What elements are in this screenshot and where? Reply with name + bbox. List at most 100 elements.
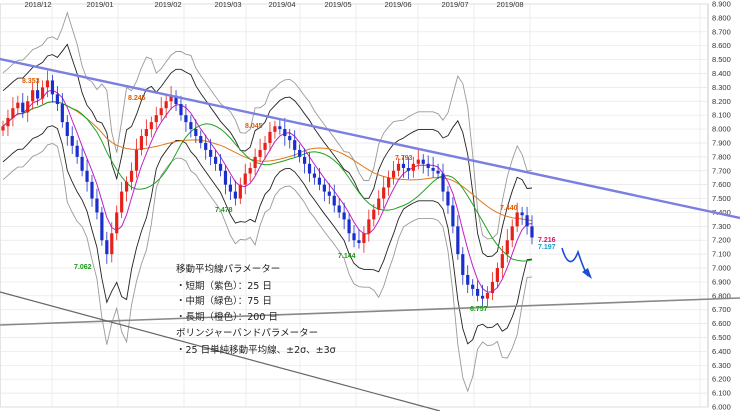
candle-body [238, 184, 242, 199]
candle-body [16, 102, 20, 109]
candle-body [372, 209, 376, 220]
candle-body [50, 80, 55, 95]
candle-body [253, 156, 257, 168]
candle-body [530, 226, 534, 238]
forecast-arrow [561, 247, 592, 279]
candle-body [60, 104, 64, 123]
y-tick-label: 6.400 [712, 347, 731, 356]
y-tick-label: 8.300 [712, 83, 731, 92]
bb-minus3 [2, 143, 533, 393]
candle-body [218, 163, 223, 171]
y-tick-label: 6.500 [712, 333, 731, 342]
candle-body [436, 170, 440, 174]
y-tick-label: 6.000 [712, 403, 731, 411]
x-tick-label: 2019/02 [154, 0, 181, 9]
price-annotation: 8.353 [22, 78, 40, 85]
candle-body [248, 167, 252, 174]
candle-body [80, 156, 84, 171]
y-tick-label: 6.700 [712, 305, 731, 314]
candle-body [461, 254, 465, 275]
candle-body [268, 131, 272, 143]
candle-body [36, 90, 40, 99]
candle-body [367, 219, 371, 234]
candle-body [466, 274, 470, 285]
x-axis: 2018/12 2019/01 2019/02 2019/03 2019/04 2019/… [24, 0, 523, 9]
candle-body [184, 115, 188, 123]
y-tick-label: 8.400 [712, 69, 731, 78]
candle-body [332, 195, 336, 206]
candle-body [431, 167, 435, 171]
last-price-label: 7.216 [538, 237, 556, 244]
legend-mid: ・中期（緑色）：75 日 [176, 295, 272, 307]
y-tick-label: 6.200 [712, 375, 731, 384]
candle-body [40, 87, 45, 99]
candle-body [476, 288, 480, 296]
candle-body [194, 129, 198, 137]
legend-bb: ・25 日単純移動平均線、±2σ、±3σ [176, 344, 336, 356]
candle-body [357, 240, 361, 244]
candle-body [396, 163, 401, 171]
y-tick-label: 7.200 [712, 236, 731, 245]
candle-body [288, 136, 292, 141]
plot-frame [0, 3, 709, 408]
candle-body [520, 212, 524, 216]
candle-body [426, 163, 430, 168]
candle-body [485, 293, 490, 299]
y-tick-label: 7.700 [712, 166, 731, 175]
price-annotation: 8.045 [245, 123, 263, 130]
candle-body [342, 212, 346, 220]
price-annotation: 7.144 [338, 253, 356, 260]
candle-body [416, 159, 420, 164]
y-tick-label: 7.800 [712, 152, 731, 161]
candle-body [500, 254, 504, 269]
candle-body [144, 129, 148, 137]
candle-body [382, 187, 386, 199]
candle-body [105, 240, 109, 255]
candle-body [505, 240, 509, 255]
y-tick-label: 7.600 [712, 180, 731, 189]
y-tick-label: 7.400 [712, 208, 731, 217]
candle-body [263, 142, 267, 150]
candle-body [278, 126, 282, 130]
y-tick-label: 8.800 [712, 13, 731, 22]
y-tick-label: 8.600 [712, 41, 731, 50]
candle-body [139, 136, 144, 150]
x-tick-label: 2019/05 [324, 0, 351, 9]
candle-body [199, 136, 203, 143]
candle-body [11, 108, 15, 118]
last-price-label-2: 7.197 [538, 244, 556, 251]
candle-body [307, 163, 312, 174]
y-tick-label: 7.900 [712, 138, 731, 147]
candle-body [209, 149, 213, 157]
candle-body [515, 212, 519, 227]
candle-body [451, 205, 455, 227]
x-tick-label: 2018/12 [24, 0, 51, 9]
candle-body [100, 212, 104, 241]
x-tick-label: 2019/08 [496, 0, 523, 9]
bb-plus3 [2, 11, 533, 240]
trend-lines [0, 57, 740, 411]
candle-body [164, 101, 168, 109]
candle-body [362, 233, 366, 244]
legend-short: ・短期（紫色）：25 日 [176, 280, 272, 292]
y-tick-label: 6.100 [712, 389, 731, 398]
candle-body [495, 268, 499, 282]
grid-lines [0, 3, 709, 408]
candle-body [441, 173, 445, 192]
y-tick-label: 7.500 [712, 194, 731, 203]
x-tick-label: 2019/03 [214, 0, 241, 9]
candle-body [283, 129, 287, 137]
candle-body [149, 122, 153, 130]
y-tick-label: 7.100 [712, 250, 731, 259]
y-tick-label: 8.500 [712, 55, 731, 64]
legend-title-ma: 移動平均線パラメーター [176, 263, 280, 275]
candles [1, 70, 534, 309]
ma-mid-line [2, 101, 533, 262]
y-tick-label: 6.900 [712, 277, 731, 286]
candle-body [174, 95, 178, 105]
y-tick-label: 7.300 [712, 222, 731, 231]
candle-body [228, 184, 233, 192]
candle-body [510, 226, 514, 241]
